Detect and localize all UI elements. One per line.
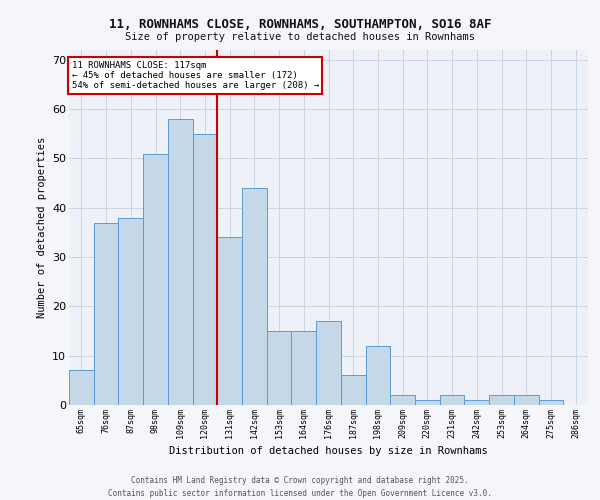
Bar — [390, 395, 415, 405]
Bar — [193, 134, 217, 405]
Bar — [69, 370, 94, 405]
Bar — [267, 331, 292, 405]
Text: 11, ROWNHAMS CLOSE, ROWNHAMS, SOUTHAMPTON, SO16 8AF: 11, ROWNHAMS CLOSE, ROWNHAMS, SOUTHAMPTO… — [109, 18, 491, 30]
Bar — [365, 346, 390, 405]
Bar — [539, 400, 563, 405]
Bar — [94, 222, 118, 405]
Bar — [292, 331, 316, 405]
Bar — [514, 395, 539, 405]
Text: Contains HM Land Registry data © Crown copyright and database right 2025.
Contai: Contains HM Land Registry data © Crown c… — [108, 476, 492, 498]
Bar — [341, 376, 365, 405]
Bar — [217, 238, 242, 405]
X-axis label: Distribution of detached houses by size in Rownhams: Distribution of detached houses by size … — [169, 446, 488, 456]
Bar — [143, 154, 168, 405]
Bar — [464, 400, 489, 405]
Bar — [242, 188, 267, 405]
Bar — [168, 119, 193, 405]
Bar — [440, 395, 464, 405]
Bar — [316, 321, 341, 405]
Bar — [489, 395, 514, 405]
Text: Size of property relative to detached houses in Rownhams: Size of property relative to detached ho… — [125, 32, 475, 42]
Bar — [118, 218, 143, 405]
Bar — [415, 400, 440, 405]
Text: 11 ROWNHAMS CLOSE: 117sqm
← 45% of detached houses are smaller (172)
54% of semi: 11 ROWNHAMS CLOSE: 117sqm ← 45% of detac… — [71, 60, 319, 90]
Y-axis label: Number of detached properties: Number of detached properties — [37, 137, 47, 318]
